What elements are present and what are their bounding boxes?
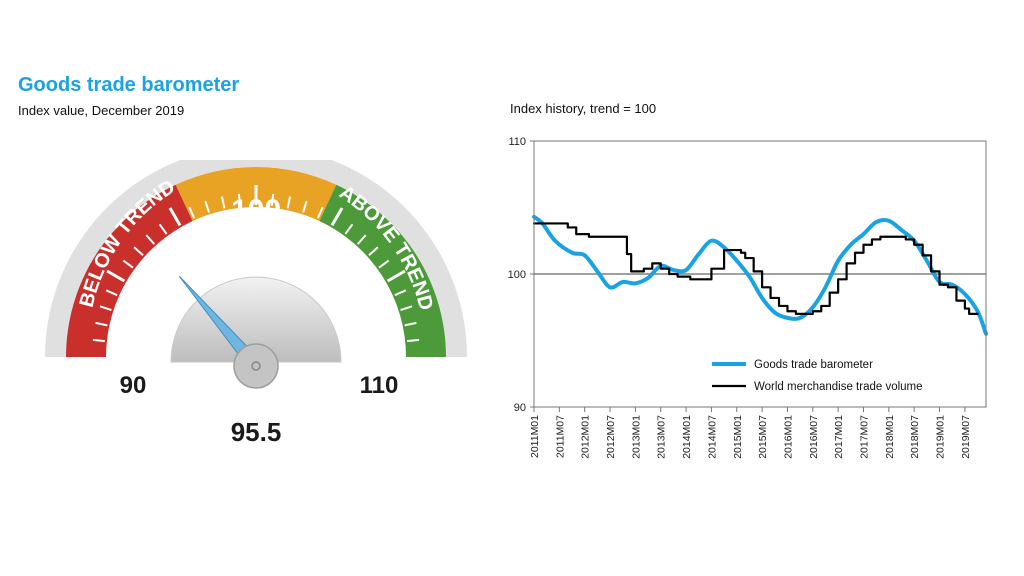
gauge-ticks	[92, 185, 420, 343]
gauge-tick	[92, 338, 105, 343]
x-tick-label: 2013M01	[630, 415, 642, 459]
x-tick-label: 2018M01	[884, 415, 896, 459]
y-tick-label: 100	[508, 269, 526, 281]
gauge-tick	[188, 206, 196, 219]
gauge-tick	[400, 305, 413, 311]
gauge-tick	[99, 305, 112, 311]
x-tick-label: 2011M01	[529, 415, 541, 458]
gauge-tick	[237, 193, 242, 206]
gauge-tick	[158, 223, 168, 235]
gauge-tick	[394, 289, 407, 297]
series-line-world-merchandise-trade-volume	[532, 222, 979, 315]
gauge-value-label: 95.5	[231, 417, 282, 447]
x-tick-label: 2011M07	[554, 415, 566, 458]
legend-label: Goods trade barometer	[754, 359, 873, 371]
gauge-hub	[233, 343, 279, 389]
x-tick-label: 2016M07	[808, 415, 820, 459]
gauge-tick	[105, 289, 118, 297]
gauge-tick	[404, 321, 417, 327]
x-axis-ticks: 2011M01 2011M07 2012M01 2012M07 2013M01 2013M…	[529, 407, 972, 459]
gauge-tick	[344, 223, 354, 235]
x-tick-label: 2017M07	[858, 415, 870, 459]
gauge-tick	[302, 200, 308, 213]
x-tick-label: 2012M01	[580, 415, 592, 459]
gauge-tick	[220, 196, 226, 209]
x-tick-label: 2019M01	[935, 415, 947, 459]
gauge-center-label: 100	[231, 194, 281, 227]
gauge-tick	[95, 321, 108, 327]
gauge-tick	[145, 234, 156, 245]
x-tick-label: 2017M01	[833, 415, 845, 459]
gauge-tick	[356, 234, 367, 245]
x-tick-label: 2014M07	[706, 415, 718, 459]
gauge-tick	[270, 193, 275, 206]
gauge-tick	[368, 246, 379, 257]
gauge-tick	[386, 269, 406, 283]
y-axis-ticks: 90 100 110	[508, 136, 534, 414]
x-tick-label: 2015M01	[732, 415, 744, 459]
page-title: Goods trade barometer	[18, 74, 240, 96]
gauge-tick	[204, 200, 210, 213]
x-tick-label: 2015M07	[757, 415, 769, 459]
barometer-gauge: 100 BELOW TREND ABOVE TREND 90 110 95.5	[45, 160, 467, 447]
y-tick-label: 110	[508, 136, 526, 148]
gauge-hub-center	[251, 361, 261, 371]
history-chart-title: Index history, trend = 100	[510, 101, 657, 116]
x-tick-label: 2018M07	[909, 415, 921, 459]
gauge-tick	[106, 269, 126, 283]
gauge-min-label: 90	[120, 372, 147, 399]
x-tick-label: 2014M01	[681, 415, 693, 459]
x-tick-label: 2013M07	[656, 415, 668, 459]
gauge-hub-plate	[170, 276, 342, 363]
legend-label: World merchandise trade volume	[754, 381, 923, 393]
gauge-tick	[378, 259, 390, 269]
gauge-tick	[122, 259, 134, 269]
gauge-subtitle: Index value, December 2019	[18, 103, 185, 118]
gauge-tick	[316, 206, 324, 219]
gauge-max-label: 110	[360, 372, 399, 399]
gauge-tick	[330, 207, 344, 227]
x-tick-label: 2012M07	[605, 415, 617, 459]
gauge-tick	[133, 246, 144, 257]
x-tick-label: 2016M01	[782, 415, 794, 459]
gauge-tick	[286, 196, 292, 209]
gauge-tick	[168, 207, 182, 227]
gauge-tick	[407, 338, 420, 343]
series-line-goods-trade-barometer	[532, 214, 988, 336]
series-lines	[532, 214, 988, 336]
plot-frame	[533, 140, 987, 408]
x-tick-label: 2019M07	[960, 415, 972, 459]
y-tick-label: 90	[514, 402, 526, 414]
legend: Goods trade barometer World merchandise t…	[712, 359, 923, 393]
